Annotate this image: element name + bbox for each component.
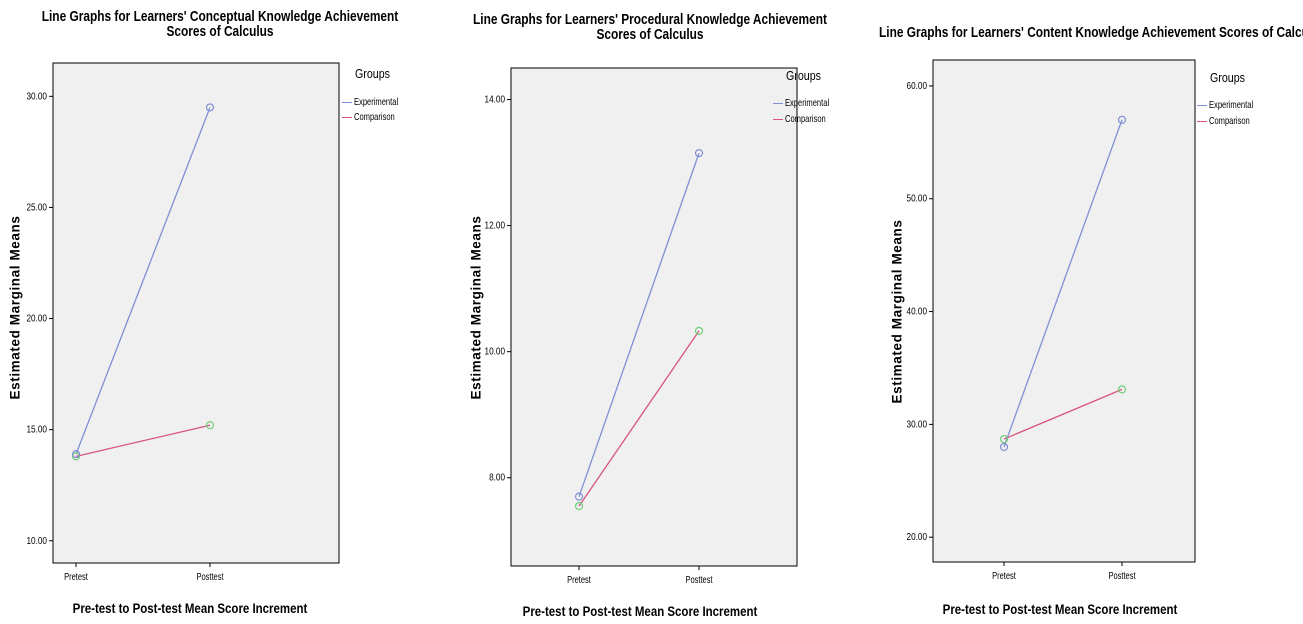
series-line-comparison xyxy=(1003,388,1123,440)
y-tick-label: 30.00 xyxy=(27,91,47,102)
legend-label: Comparison xyxy=(1209,115,1250,127)
chart-plot: 20.00 30.00 40.00 50.00 60.00 Pretest Posttest xyxy=(907,59,1196,581)
legend-title: Groups xyxy=(355,66,390,81)
legend-item-comparison: Comparison xyxy=(773,113,842,125)
y-tick-label: 40.00 xyxy=(907,306,927,317)
series-line-comparison xyxy=(75,424,211,457)
y-tick-label: 25.00 xyxy=(27,202,47,213)
legend-item-experimental: Experimental xyxy=(773,97,846,109)
chart-title: Line Graphs for Learners' Conceptual Kno… xyxy=(41,9,399,40)
chart-title: Line Graphs for Learners' Procedural Kno… xyxy=(473,12,827,43)
y-tick-label: 10.00 xyxy=(485,346,505,357)
x-tick-label: Posttest xyxy=(1108,570,1136,581)
series-line-experimental xyxy=(75,107,211,455)
y-tick-label: 20.00 xyxy=(27,313,47,324)
data-point-experimental xyxy=(71,450,81,459)
x-tick-label: Posttest xyxy=(685,574,713,585)
x-axis-label: Pre-test to Post-test Mean Score Increme… xyxy=(522,604,758,619)
chart-plot: 8.00 10.00 12.00 14.00 Pretest Posttest xyxy=(485,67,798,585)
legend-item-experimental: Experimental xyxy=(1197,99,1270,111)
y-tick-label: 10.00 xyxy=(27,535,47,546)
y-axis-label: Estimated Marginal Means xyxy=(7,215,23,400)
data-point-experimental xyxy=(999,442,1009,452)
data-point-comparison xyxy=(999,434,1009,444)
legend-label: Experimental xyxy=(785,97,830,109)
content-chart-panel: Line Graphs for Learners' Content Knowle… xyxy=(870,0,1303,624)
legend-swatch xyxy=(773,118,783,120)
series-line-comparison xyxy=(578,330,700,507)
plot-area xyxy=(52,62,340,564)
data-point-experimental xyxy=(1117,115,1127,124)
legend-title: Groups xyxy=(786,68,821,83)
legend-swatch xyxy=(342,101,352,103)
x-axis-label: Pre-test to Post-test Mean Score Increme… xyxy=(72,601,308,616)
data-point-experimental xyxy=(694,149,704,158)
data-point-comparison xyxy=(1117,385,1127,394)
plot-area xyxy=(932,59,1196,563)
series-line-experimental xyxy=(578,152,700,497)
chart-plot: 10.00 15.00 20.00 25.00 30.00 Pretest Posttest xyxy=(27,62,340,582)
y-axis-label: Estimated Marginal Means xyxy=(468,215,484,400)
plot-area xyxy=(510,67,798,567)
x-tick-label: Pretest xyxy=(64,571,88,582)
y-tick-label: 60.00 xyxy=(907,80,927,91)
y-tick-label: 8.00 xyxy=(489,472,505,483)
data-point-experimental xyxy=(205,103,215,112)
legend-label: Experimental xyxy=(354,96,399,108)
x-tick-label: Pretest xyxy=(992,570,1016,581)
legend-label: Comparison xyxy=(354,111,395,123)
y-tick-label: 50.00 xyxy=(907,193,927,204)
chart-title: Line Graphs for Learners' Content Knowle… xyxy=(879,25,1303,41)
x-tick-label: Pretest xyxy=(567,574,591,585)
legend-swatch xyxy=(1197,120,1207,122)
x-tick-label: Posttest xyxy=(196,571,224,582)
procedural-chart-panel: Line Graphs for Learners' Procedural Kno… xyxy=(440,0,870,624)
series-line-experimental xyxy=(1003,119,1123,448)
y-tick-label: 14.00 xyxy=(485,94,505,105)
y-tick-label: 12.00 xyxy=(485,220,505,231)
y-axis-label: Estimated Marginal Means xyxy=(889,219,905,404)
data-point-experimental xyxy=(574,492,584,501)
y-tick-label: 30.00 xyxy=(907,419,927,430)
data-point-comparison xyxy=(205,421,215,430)
legend-item-comparison: Comparison xyxy=(1197,115,1266,127)
y-tick-label: 20.00 xyxy=(907,531,927,542)
x-axis-label: Pre-test to Post-test Mean Score Increme… xyxy=(942,602,1178,617)
data-point-comparison xyxy=(71,452,81,461)
data-point-comparison xyxy=(574,502,584,511)
legend-item-experimental: Experimental xyxy=(342,96,415,108)
legend-swatch xyxy=(342,116,352,118)
legend-title: Groups xyxy=(1210,70,1245,85)
legend-item-comparison: Comparison xyxy=(342,111,411,123)
legend-label: Experimental xyxy=(1209,99,1254,111)
legend-label: Comparison xyxy=(785,113,826,125)
data-point-comparison xyxy=(694,326,704,335)
y-tick-label: 15.00 xyxy=(27,424,47,435)
legend-swatch xyxy=(1197,104,1207,106)
legend-swatch xyxy=(773,102,783,104)
conceptual-chart-panel: Line Graphs for Learners' Conceptual Kno… xyxy=(0,0,420,624)
